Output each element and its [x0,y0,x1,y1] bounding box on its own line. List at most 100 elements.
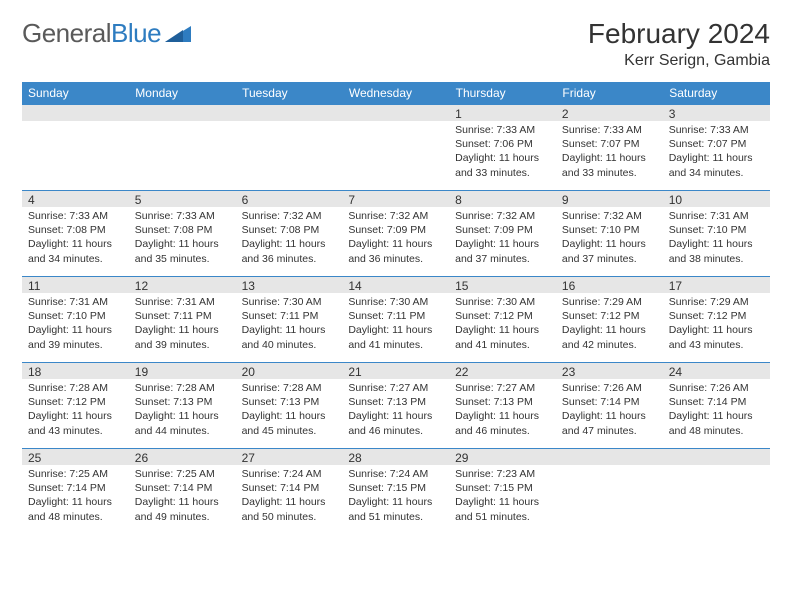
day-body: Sunrise: 7:33 AMSunset: 7:08 PMDaylight:… [129,207,236,270]
day-number: 17 [663,277,770,293]
sunrise: Sunrise: 7:31 AM [669,209,764,223]
sunrise: Sunrise: 7:29 AM [669,295,764,309]
week-row: 1Sunrise: 7:33 AMSunset: 7:06 PMDaylight… [22,105,770,191]
sunrise: Sunrise: 7:30 AM [242,295,337,309]
sunrise: Sunrise: 7:33 AM [669,123,764,137]
day-body: Sunrise: 7:25 AMSunset: 7:14 PMDaylight:… [129,465,236,528]
day-number: 15 [449,277,556,293]
daylight: Daylight: 11 hours and 39 minutes. [28,323,123,351]
day-cell: 21Sunrise: 7:27 AMSunset: 7:13 PMDayligh… [342,363,449,449]
daylight: Daylight: 11 hours and 46 minutes. [348,409,443,437]
day-body: Sunrise: 7:28 AMSunset: 7:12 PMDaylight:… [22,379,129,442]
sunrise: Sunrise: 7:27 AM [455,381,550,395]
day-cell: 17Sunrise: 7:29 AMSunset: 7:12 PMDayligh… [663,277,770,363]
dow-tuesday: Tuesday [236,82,343,105]
day-number: 13 [236,277,343,293]
daylight: Daylight: 11 hours and 49 minutes. [135,495,230,523]
day-body: Sunrise: 7:23 AMSunset: 7:15 PMDaylight:… [449,465,556,528]
daylight: Daylight: 11 hours and 45 minutes. [242,409,337,437]
daylight: Daylight: 11 hours and 38 minutes. [669,237,764,265]
day-body: Sunrise: 7:32 AMSunset: 7:08 PMDaylight:… [236,207,343,270]
week-row: 4Sunrise: 7:33 AMSunset: 7:08 PMDaylight… [22,191,770,277]
day-body: Sunrise: 7:33 AMSunset: 7:06 PMDaylight:… [449,121,556,184]
sunrise: Sunrise: 7:28 AM [135,381,230,395]
sunrise: Sunrise: 7:31 AM [135,295,230,309]
sunset: Sunset: 7:10 PM [562,223,657,237]
day-body: Sunrise: 7:31 AMSunset: 7:10 PMDaylight:… [22,293,129,356]
day-cell: 16Sunrise: 7:29 AMSunset: 7:12 PMDayligh… [556,277,663,363]
day-body: Sunrise: 7:24 AMSunset: 7:14 PMDaylight:… [236,465,343,528]
day-body: Sunrise: 7:25 AMSunset: 7:14 PMDaylight:… [22,465,129,528]
day-cell: 6Sunrise: 7:32 AMSunset: 7:08 PMDaylight… [236,191,343,277]
day-number: 12 [129,277,236,293]
sunset: Sunset: 7:08 PM [242,223,337,237]
day-body: Sunrise: 7:29 AMSunset: 7:12 PMDaylight:… [663,293,770,356]
day-body: Sunrise: 7:29 AMSunset: 7:12 PMDaylight:… [556,293,663,356]
daylight: Daylight: 11 hours and 43 minutes. [669,323,764,351]
day-cell [556,449,663,535]
day-number: 28 [342,449,449,465]
sunset: Sunset: 7:06 PM [455,137,550,151]
sunset: Sunset: 7:09 PM [455,223,550,237]
day-body: Sunrise: 7:27 AMSunset: 7:13 PMDaylight:… [449,379,556,442]
sunset: Sunset: 7:12 PM [455,309,550,323]
logo: GeneralBlue [22,18,191,49]
day-body: Sunrise: 7:33 AMSunset: 7:08 PMDaylight:… [22,207,129,270]
day-body: Sunrise: 7:28 AMSunset: 7:13 PMDaylight:… [129,379,236,442]
dow-header-row: Sunday Monday Tuesday Wednesday Thursday… [22,82,770,105]
page-title: February 2024 [588,18,770,50]
sunset: Sunset: 7:09 PM [348,223,443,237]
day-number: 5 [129,191,236,207]
day-body: Sunrise: 7:30 AMSunset: 7:11 PMDaylight:… [236,293,343,356]
day-number: 1 [449,105,556,121]
day-number: 23 [556,363,663,379]
sunset: Sunset: 7:10 PM [28,309,123,323]
daylight: Daylight: 11 hours and 36 minutes. [242,237,337,265]
day-number [556,449,663,465]
day-body: Sunrise: 7:31 AMSunset: 7:10 PMDaylight:… [663,207,770,270]
day-cell: 27Sunrise: 7:24 AMSunset: 7:14 PMDayligh… [236,449,343,535]
day-number: 4 [22,191,129,207]
sunset: Sunset: 7:08 PM [28,223,123,237]
day-cell: 22Sunrise: 7:27 AMSunset: 7:13 PMDayligh… [449,363,556,449]
day-body: Sunrise: 7:24 AMSunset: 7:15 PMDaylight:… [342,465,449,528]
sunset: Sunset: 7:12 PM [562,309,657,323]
daylight: Daylight: 11 hours and 50 minutes. [242,495,337,523]
day-number: 21 [342,363,449,379]
day-number: 22 [449,363,556,379]
day-cell: 8Sunrise: 7:32 AMSunset: 7:09 PMDaylight… [449,191,556,277]
day-body [129,121,236,127]
day-number: 6 [236,191,343,207]
sunrise: Sunrise: 7:33 AM [562,123,657,137]
sunset: Sunset: 7:11 PM [348,309,443,323]
daylight: Daylight: 11 hours and 37 minutes. [562,237,657,265]
daylight: Daylight: 11 hours and 46 minutes. [455,409,550,437]
daylight: Daylight: 11 hours and 51 minutes. [348,495,443,523]
day-body: Sunrise: 7:32 AMSunset: 7:09 PMDaylight:… [342,207,449,270]
sunset: Sunset: 7:13 PM [455,395,550,409]
sunrise: Sunrise: 7:23 AM [455,467,550,481]
day-cell: 1Sunrise: 7:33 AMSunset: 7:06 PMDaylight… [449,105,556,191]
sunset: Sunset: 7:12 PM [28,395,123,409]
sunset: Sunset: 7:14 PM [135,481,230,495]
day-cell: 5Sunrise: 7:33 AMSunset: 7:08 PMDaylight… [129,191,236,277]
day-cell: 25Sunrise: 7:25 AMSunset: 7:14 PMDayligh… [22,449,129,535]
day-number: 29 [449,449,556,465]
sunrise: Sunrise: 7:26 AM [562,381,657,395]
day-cell: 29Sunrise: 7:23 AMSunset: 7:15 PMDayligh… [449,449,556,535]
day-body [22,121,129,127]
day-number: 24 [663,363,770,379]
day-number: 3 [663,105,770,121]
day-cell: 10Sunrise: 7:31 AMSunset: 7:10 PMDayligh… [663,191,770,277]
day-body: Sunrise: 7:30 AMSunset: 7:11 PMDaylight:… [342,293,449,356]
dow-sunday: Sunday [22,82,129,105]
daylight: Daylight: 11 hours and 33 minutes. [562,151,657,179]
daylight: Daylight: 11 hours and 40 minutes. [242,323,337,351]
daylight: Daylight: 11 hours and 47 minutes. [562,409,657,437]
logo-text-1: General [22,18,111,49]
day-cell: 20Sunrise: 7:28 AMSunset: 7:13 PMDayligh… [236,363,343,449]
day-body: Sunrise: 7:30 AMSunset: 7:12 PMDaylight:… [449,293,556,356]
day-number: 25 [22,449,129,465]
sunset: Sunset: 7:14 PM [28,481,123,495]
day-cell [663,449,770,535]
